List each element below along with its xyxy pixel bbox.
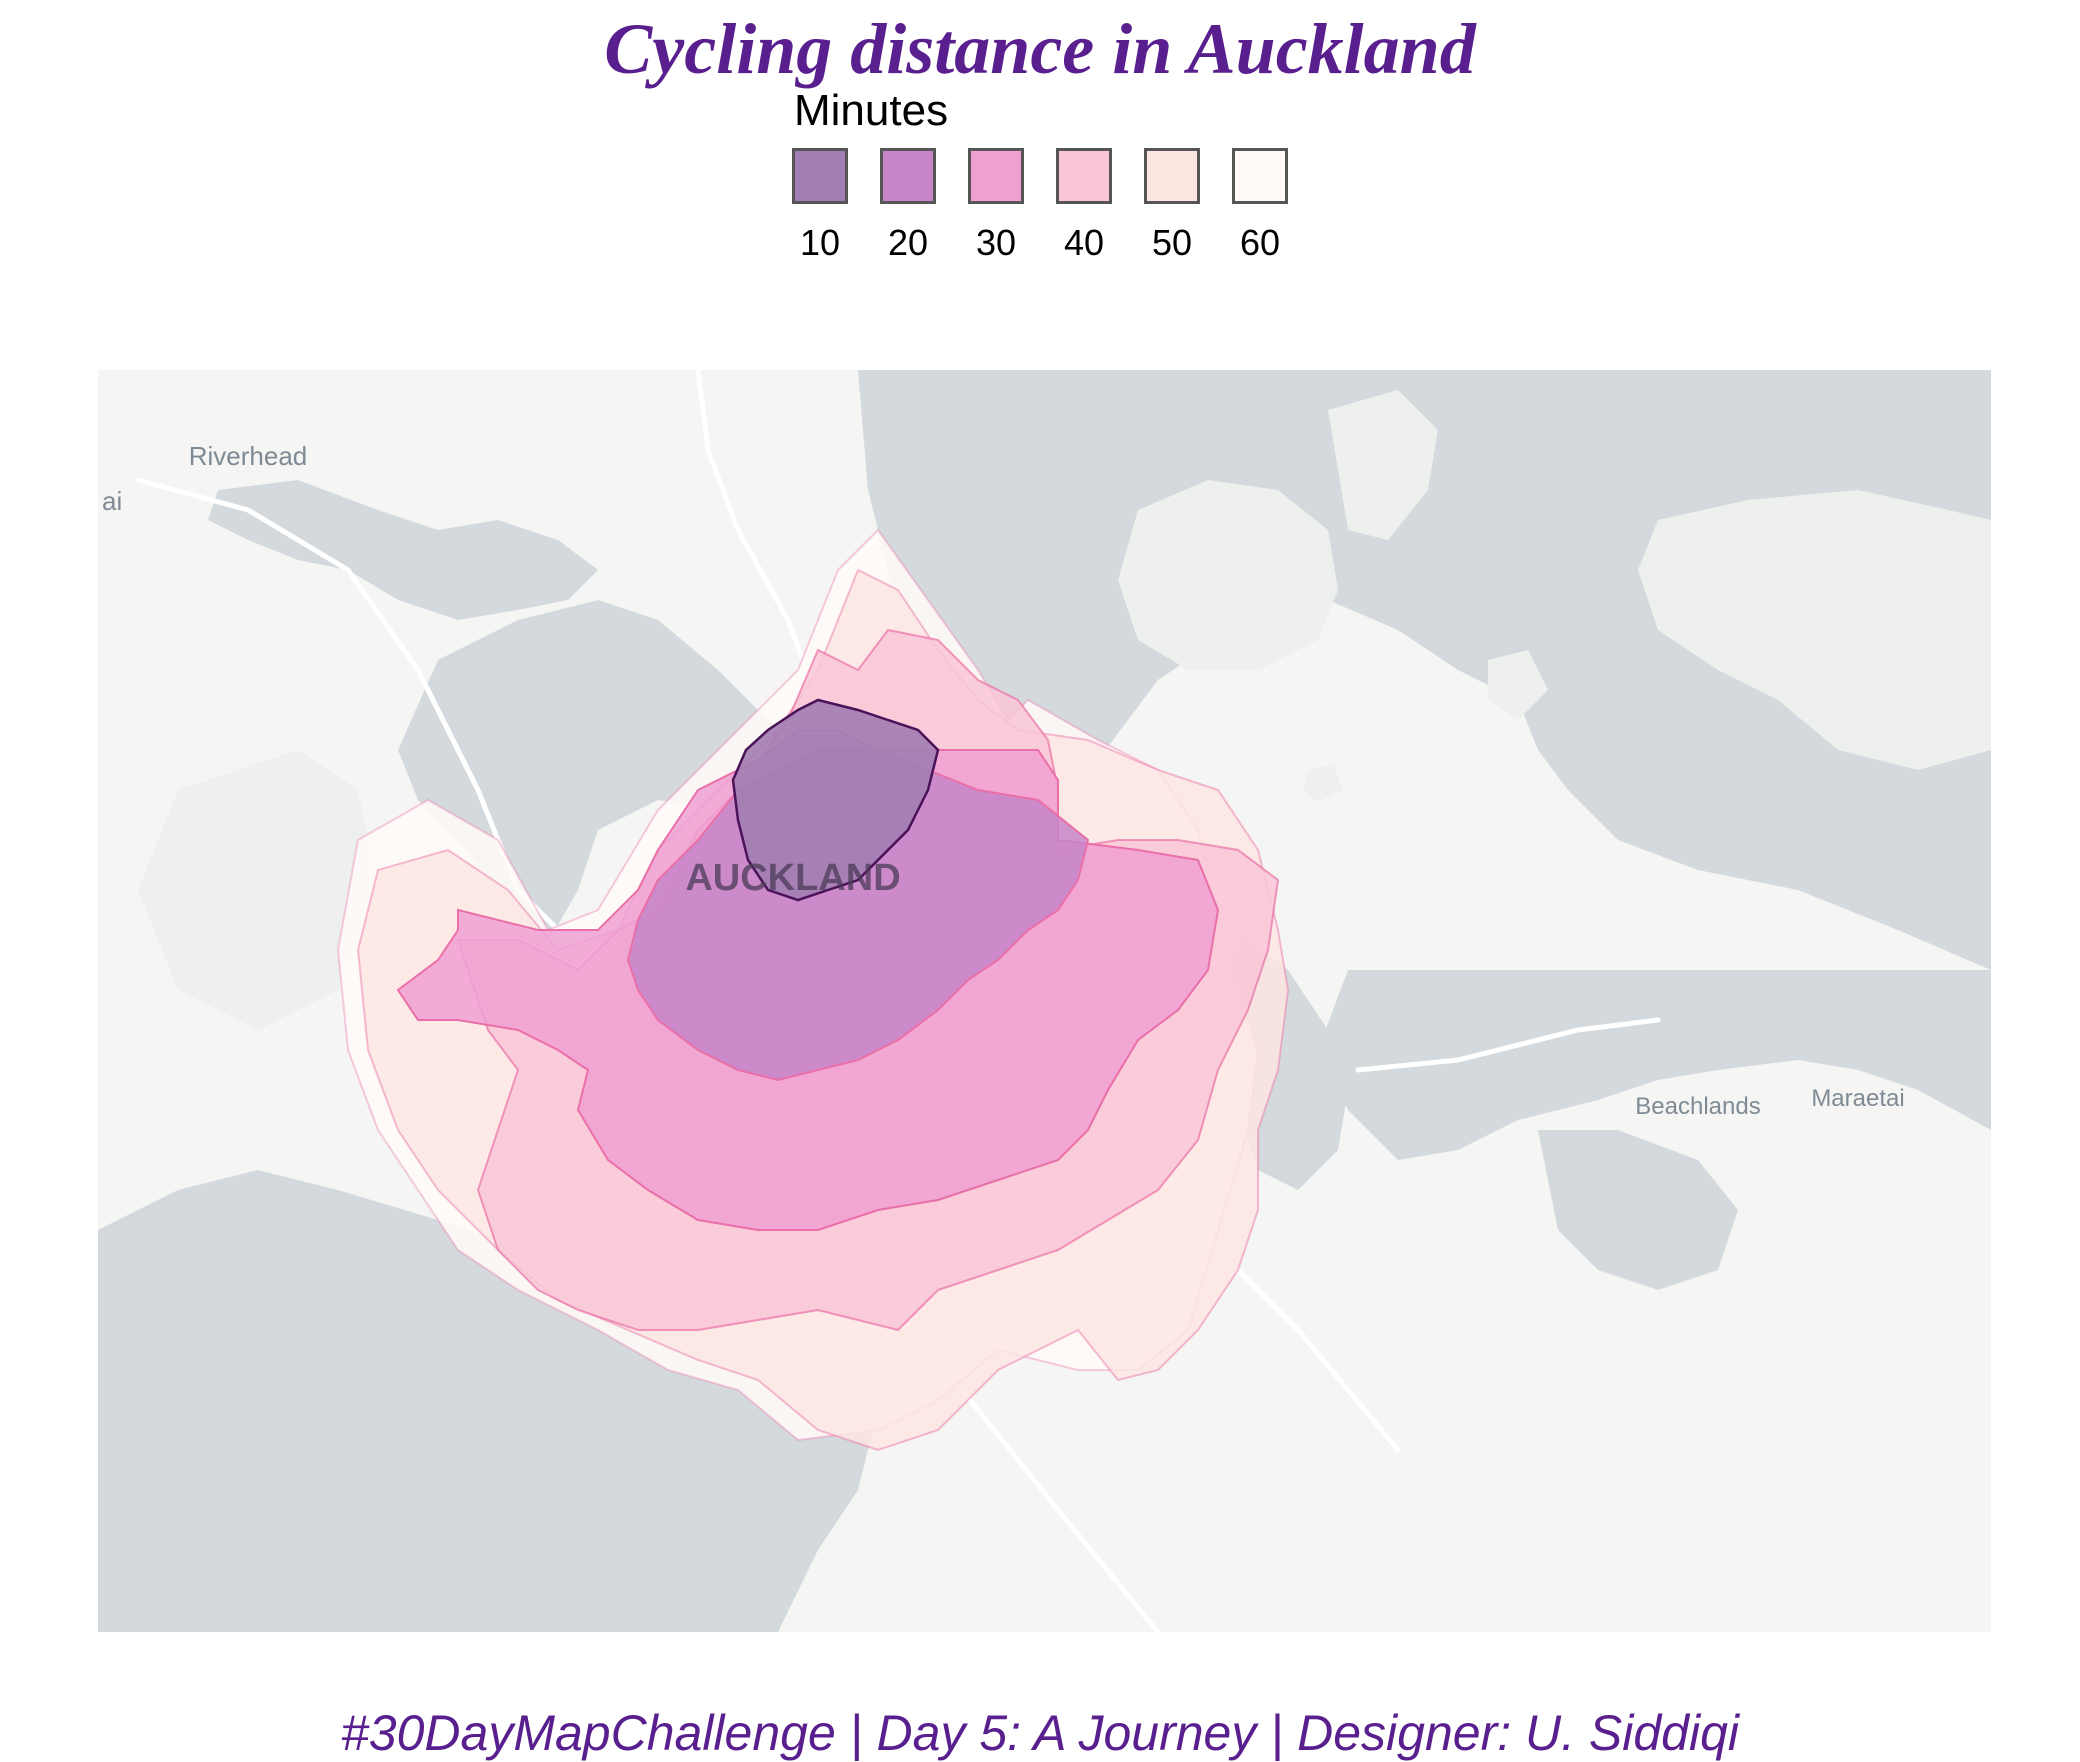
map-panel[interactable]: AUCKLAND Riverhead ai Beachlands Maraeta…: [98, 370, 1991, 1632]
legend-swatch-60: [1232, 148, 1288, 204]
manukau-harbour: [98, 1170, 878, 1632]
legend-label-10: 10: [799, 222, 841, 263]
legend-swatch-10: [792, 148, 848, 204]
place-labels: AUCKLAND Riverhead ai Beachlands Maraeta…: [102, 441, 1905, 1120]
legend-keys: 10 20 30 40 50 60: [790, 148, 1290, 264]
legend-swatch-30: [968, 148, 1024, 204]
west-park: [138, 750, 378, 1030]
legend-item-50: 50: [1142, 148, 1202, 264]
legend-label-40: 40: [1063, 222, 1105, 263]
basemap: AUCKLAND Riverhead ai Beachlands Maraeta…: [98, 370, 1991, 1632]
caption: #30DayMapChallenge | Day 5: A Journey | …: [341, 1705, 1739, 1761]
road-east: [1355, 1017, 1661, 1073]
park-layer: [138, 390, 1991, 1030]
legend-label-20: 20: [887, 222, 929, 263]
tamaki-strait: [1318, 970, 1991, 1160]
legend-swatch-40: [1056, 148, 1112, 204]
legend-item-20: 20: [878, 148, 938, 264]
motutapu-island: [1328, 390, 1438, 540]
legend-label-30: 30: [975, 222, 1017, 263]
legend-swatch-20: [880, 148, 936, 204]
label-edge-fragment: ai: [102, 486, 122, 516]
legend-item-10: 10: [790, 148, 850, 264]
legend-label-60: 60: [1239, 222, 1281, 263]
legend-swatch-50: [1144, 148, 1200, 204]
label-riverhead: Riverhead: [189, 441, 308, 471]
isochrone-10: [731, 698, 940, 902]
label-maraetai: Maraetai: [1811, 1085, 1904, 1112]
label-beachlands: Beachlands: [1635, 1093, 1760, 1120]
upper-harbour: [208, 480, 598, 620]
eastern-inlet: [1538, 1130, 1738, 1290]
browns-island: [1303, 765, 1343, 802]
map-title: Cycling distance in Auckland: [604, 9, 1476, 89]
legend-label-50: 50: [1151, 222, 1193, 263]
motuihe-island: [1488, 650, 1548, 720]
label-auckland: AUCKLAND: [685, 857, 900, 899]
legend-item-30: 30: [966, 148, 1026, 264]
waiheke-island: [1638, 490, 1991, 770]
isochrone-layer: [336, 528, 1290, 1452]
road-north: [695, 370, 821, 703]
legend-title: Minutes: [794, 86, 949, 135]
legend: Minutes 10 20 30 40 50 60: [790, 86, 1290, 264]
legend-item-40: 40: [1054, 148, 1114, 264]
legend-item-60: 60: [1230, 148, 1290, 264]
rangitoto-island: [1118, 480, 1338, 670]
